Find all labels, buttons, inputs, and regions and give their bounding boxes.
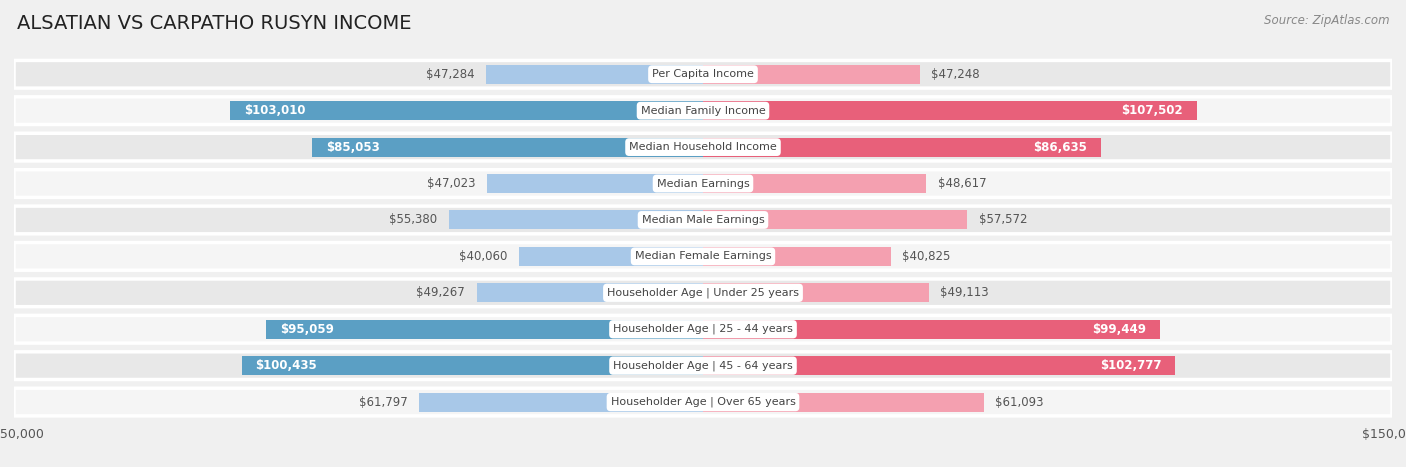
- Bar: [703, 320, 1160, 339]
- Bar: [703, 356, 1175, 375]
- Text: $95,059: $95,059: [280, 323, 335, 336]
- FancyBboxPatch shape: [14, 388, 1392, 416]
- Text: $61,093: $61,093: [995, 396, 1043, 409]
- Text: $107,502: $107,502: [1122, 104, 1182, 117]
- Bar: [477, 283, 703, 302]
- FancyBboxPatch shape: [14, 97, 1392, 125]
- Bar: [703, 283, 928, 302]
- Text: $47,023: $47,023: [427, 177, 475, 190]
- Bar: [266, 320, 703, 339]
- Bar: [419, 393, 703, 411]
- FancyBboxPatch shape: [14, 242, 1392, 270]
- Bar: [242, 356, 703, 375]
- Bar: [519, 247, 703, 266]
- Bar: [486, 65, 703, 84]
- Bar: [703, 65, 920, 84]
- Text: Householder Age | 45 - 64 years: Householder Age | 45 - 64 years: [613, 361, 793, 371]
- Text: $99,449: $99,449: [1092, 323, 1146, 336]
- FancyBboxPatch shape: [14, 315, 1392, 343]
- Text: Householder Age | Over 65 years: Householder Age | Over 65 years: [610, 397, 796, 407]
- Text: Median Household Income: Median Household Income: [628, 142, 778, 152]
- Text: Median Family Income: Median Family Income: [641, 106, 765, 116]
- Text: $55,380: $55,380: [389, 213, 437, 226]
- Text: Householder Age | 25 - 44 years: Householder Age | 25 - 44 years: [613, 324, 793, 334]
- FancyBboxPatch shape: [14, 133, 1392, 161]
- Text: $103,010: $103,010: [243, 104, 305, 117]
- Text: Householder Age | Under 25 years: Householder Age | Under 25 years: [607, 288, 799, 298]
- Text: $47,284: $47,284: [426, 68, 474, 81]
- Text: $61,797: $61,797: [359, 396, 408, 409]
- FancyBboxPatch shape: [14, 170, 1392, 198]
- Text: $102,777: $102,777: [1099, 359, 1161, 372]
- Bar: [449, 211, 703, 229]
- Bar: [703, 247, 890, 266]
- FancyBboxPatch shape: [14, 279, 1392, 307]
- Text: $57,572: $57,572: [979, 213, 1028, 226]
- Text: $100,435: $100,435: [256, 359, 318, 372]
- Text: Source: ZipAtlas.com: Source: ZipAtlas.com: [1264, 14, 1389, 27]
- Bar: [703, 211, 967, 229]
- Text: $47,248: $47,248: [932, 68, 980, 81]
- FancyBboxPatch shape: [14, 206, 1392, 234]
- Text: Median Earnings: Median Earnings: [657, 178, 749, 189]
- Text: Median Female Earnings: Median Female Earnings: [634, 251, 772, 262]
- Text: Per Capita Income: Per Capita Income: [652, 69, 754, 79]
- Bar: [486, 174, 703, 193]
- Bar: [703, 174, 927, 193]
- FancyBboxPatch shape: [14, 60, 1392, 88]
- Text: Median Male Earnings: Median Male Earnings: [641, 215, 765, 225]
- Text: $40,060: $40,060: [460, 250, 508, 263]
- Bar: [231, 101, 703, 120]
- Bar: [703, 393, 984, 411]
- Text: $40,825: $40,825: [903, 250, 950, 263]
- Bar: [312, 138, 703, 156]
- Text: $49,113: $49,113: [941, 286, 988, 299]
- Text: $49,267: $49,267: [416, 286, 465, 299]
- FancyBboxPatch shape: [14, 352, 1392, 380]
- Bar: [703, 138, 1101, 156]
- Text: $85,053: $85,053: [326, 141, 380, 154]
- Bar: [703, 101, 1197, 120]
- Text: $48,617: $48,617: [938, 177, 987, 190]
- Text: ALSATIAN VS CARPATHO RUSYN INCOME: ALSATIAN VS CARPATHO RUSYN INCOME: [17, 14, 412, 33]
- Text: $86,635: $86,635: [1033, 141, 1087, 154]
